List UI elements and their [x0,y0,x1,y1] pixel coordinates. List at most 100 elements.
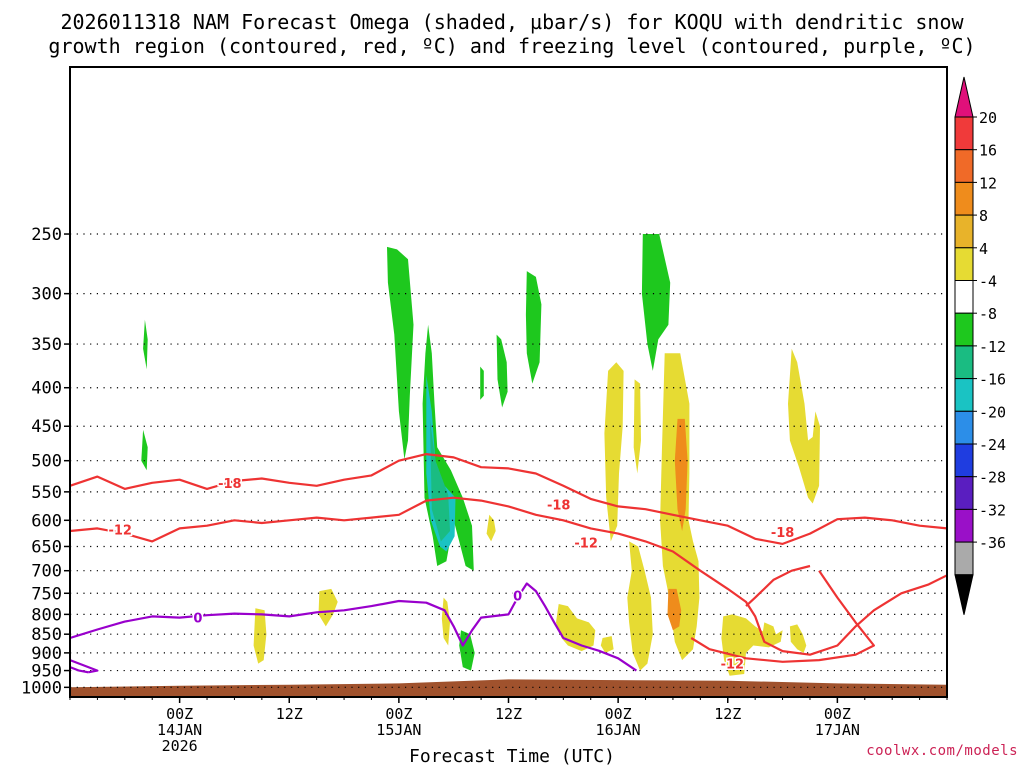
contour-label-4: -12 [574,536,598,551]
colorbar-label-11: -28 [979,469,1006,487]
plot-border [69,66,948,698]
y-tick-label-800: 800 [31,605,62,625]
contour-line-1 [69,496,948,656]
y-tick-label-500: 500 [31,452,62,472]
y-tick-label-950: 950 [31,662,62,682]
x-tick-label-5: 12Z [714,705,741,723]
x-tick-label-6: 00Z [824,705,851,723]
y-tick-label-250: 250 [31,225,62,245]
colorbar-label-4: 4 [979,240,988,258]
credit-link[interactable]: coolwx.com/models [866,743,1018,759]
omega-cell-17 [318,588,338,627]
omega-cell-20 [600,636,614,653]
contour-label-6: 0 [193,612,202,627]
colorbar-label-0: 20 [979,109,997,127]
omega-cell-16 [441,597,450,646]
contour-extra-0 [690,570,876,663]
omega-cell-12 [633,379,641,474]
x-tick-label-4: 00Z [605,705,632,723]
contour-label-7: 0 [513,589,522,604]
y-tick-label-300: 300 [31,285,62,305]
omega-cell-21 [721,614,783,676]
contour-line-0 [69,453,948,546]
colorbar-swatch-3 [954,214,974,249]
y-tick-label-850: 850 [31,625,62,645]
colorbar-label-10: -24 [979,436,1006,454]
colorbar-swatch-0 [954,116,974,151]
colorbar-swatch-7 [954,345,974,380]
colorbar-label-8: -16 [979,371,1006,389]
colorbar-swatch-4 [954,247,974,282]
x-tick-date-2: 15JAN [376,721,421,739]
contour-extra-3 [69,659,99,674]
omega-cell-18 [253,608,267,664]
omega-cell-8 [480,366,484,400]
x-tick-label-0: 00Z [166,705,193,723]
omega-cell-22 [789,624,807,653]
omega-cell-10 [641,234,671,371]
x-tick-label-3: 12Z [495,705,522,723]
x-tick-label-1: 12Z [276,705,303,723]
y-tick-label-650: 650 [31,537,62,557]
y-tick-label-900: 900 [31,644,62,664]
terrain-layer [70,679,947,697]
x-tick-date-0: 14JAN [157,721,202,739]
colorbar-swatch-13 [954,541,974,576]
colorbar-swatch-10 [954,443,974,478]
contour-label-3: -12 [108,523,132,538]
colorbar-label-13: -36 [979,534,1006,552]
colorbar-label-1: 16 [979,142,997,160]
omega-cell-26 [667,588,682,631]
colorbar-label-9: -20 [979,403,1006,421]
colorbar-swatch-2 [954,181,974,216]
omega-cell-5 [429,418,450,542]
x-tick-date-6: 17JAN [815,721,860,739]
y-tick-label-450: 450 [31,417,62,437]
omega-cell-9 [459,630,475,671]
x-tick-year-0: 2026 [162,737,198,755]
omega-cell-24 [788,348,820,504]
y-tick-label-700: 700 [31,562,62,582]
omega-cell-2 [387,246,414,460]
omega-cell-6 [496,334,508,408]
colorbar-label-5: -4 [979,273,997,291]
omega-cell-0 [143,319,148,370]
omega-cell-7 [525,271,542,384]
contour-label-5: -12 [721,658,745,673]
colorbar-under-triangle [954,574,974,615]
colorbar-swatch-11 [954,476,974,510]
plot-frame [69,66,948,698]
y-tick-label-400: 400 [31,379,62,399]
contour-extra-1 [745,564,811,607]
contour-label-0: -18 [218,477,242,492]
terrain-surface [70,679,947,697]
colorbar-swatch-12 [954,508,974,543]
omega-cell-11 [604,362,624,542]
contour-line-2 [69,582,638,672]
y-tick-label-750: 750 [31,584,62,604]
omega-cell-14 [627,541,653,671]
x-axis-title: Forecast Time (UTC) [409,746,615,767]
y-axis: 2503003504004505005506006507007508008509… [21,225,70,698]
y-tick-label-1000: 1000 [21,678,62,698]
colorbar-swatch-1 [954,149,974,183]
omega-shading-layer [141,234,820,676]
omega-cell-23 [762,622,778,642]
colorbar-label-2: 12 [979,174,997,192]
x-tick-label-2: 00Z [385,705,412,723]
omega-cell-15 [486,514,496,542]
colorbar-label-3: 8 [979,207,988,225]
y-tick-label-350: 350 [31,335,62,355]
y-tick-label-550: 550 [31,483,62,503]
colorbar: 20 16 12 8 4 -4 -8 -12 -16 -20 -24 -28 -32 -36 [954,76,1006,615]
contour-extra-2 [69,666,89,674]
y-tick-label-600: 600 [31,511,62,531]
grid-lines [70,233,947,688]
contour-label-2: -18 [771,526,795,541]
colorbar-over-triangle [954,76,974,118]
colorbar-swatch-5 [954,280,974,314]
chart-title-line-1: 2026011318 NAM Forecast Omega (shaded, µ… [60,10,964,34]
omega-cell-1 [141,429,148,471]
